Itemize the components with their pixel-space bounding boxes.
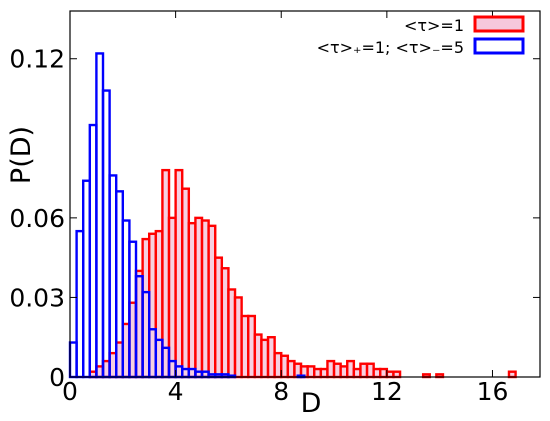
x-tick-label: 4 (168, 377, 184, 406)
series-tau-1-bars (88, 168, 517, 379)
y-axis-label: P(D) (6, 126, 37, 184)
x-tick-label: 0 (62, 377, 78, 406)
x-tick-label: 8 (273, 377, 289, 406)
y-tick-label: 0 (49, 363, 65, 392)
x-tick-label: 12 (371, 377, 403, 406)
plot-area: 0 4 8 12 16 0 0.03 0.06 0.12 (9, 10, 541, 406)
legend: <τ>=1 <τ>₊=1; <τ>₋=5 (317, 15, 525, 57)
legend-swatch-red (473, 15, 525, 33)
y-tick-label: 0.12 (9, 45, 65, 74)
y-axis-ticks: 0 0.03 0.06 0.12 (9, 45, 540, 392)
legend-label-tau-1: <τ>=1 (404, 16, 464, 35)
y-tick-label: 0.06 (9, 204, 65, 233)
legend-swatch-blue (473, 37, 525, 55)
bar-red (507, 370, 517, 379)
x-tick-label: 16 (477, 377, 509, 406)
y-tick-label: 0.03 (9, 283, 65, 312)
x-axis-label: D (301, 388, 322, 419)
x-axis-ticks: 0 4 8 12 16 (62, 11, 508, 406)
plot-frame (69, 10, 541, 378)
legend-label-tau-plus-minus: <τ>₊=1; <τ>₋=5 (317, 38, 464, 57)
